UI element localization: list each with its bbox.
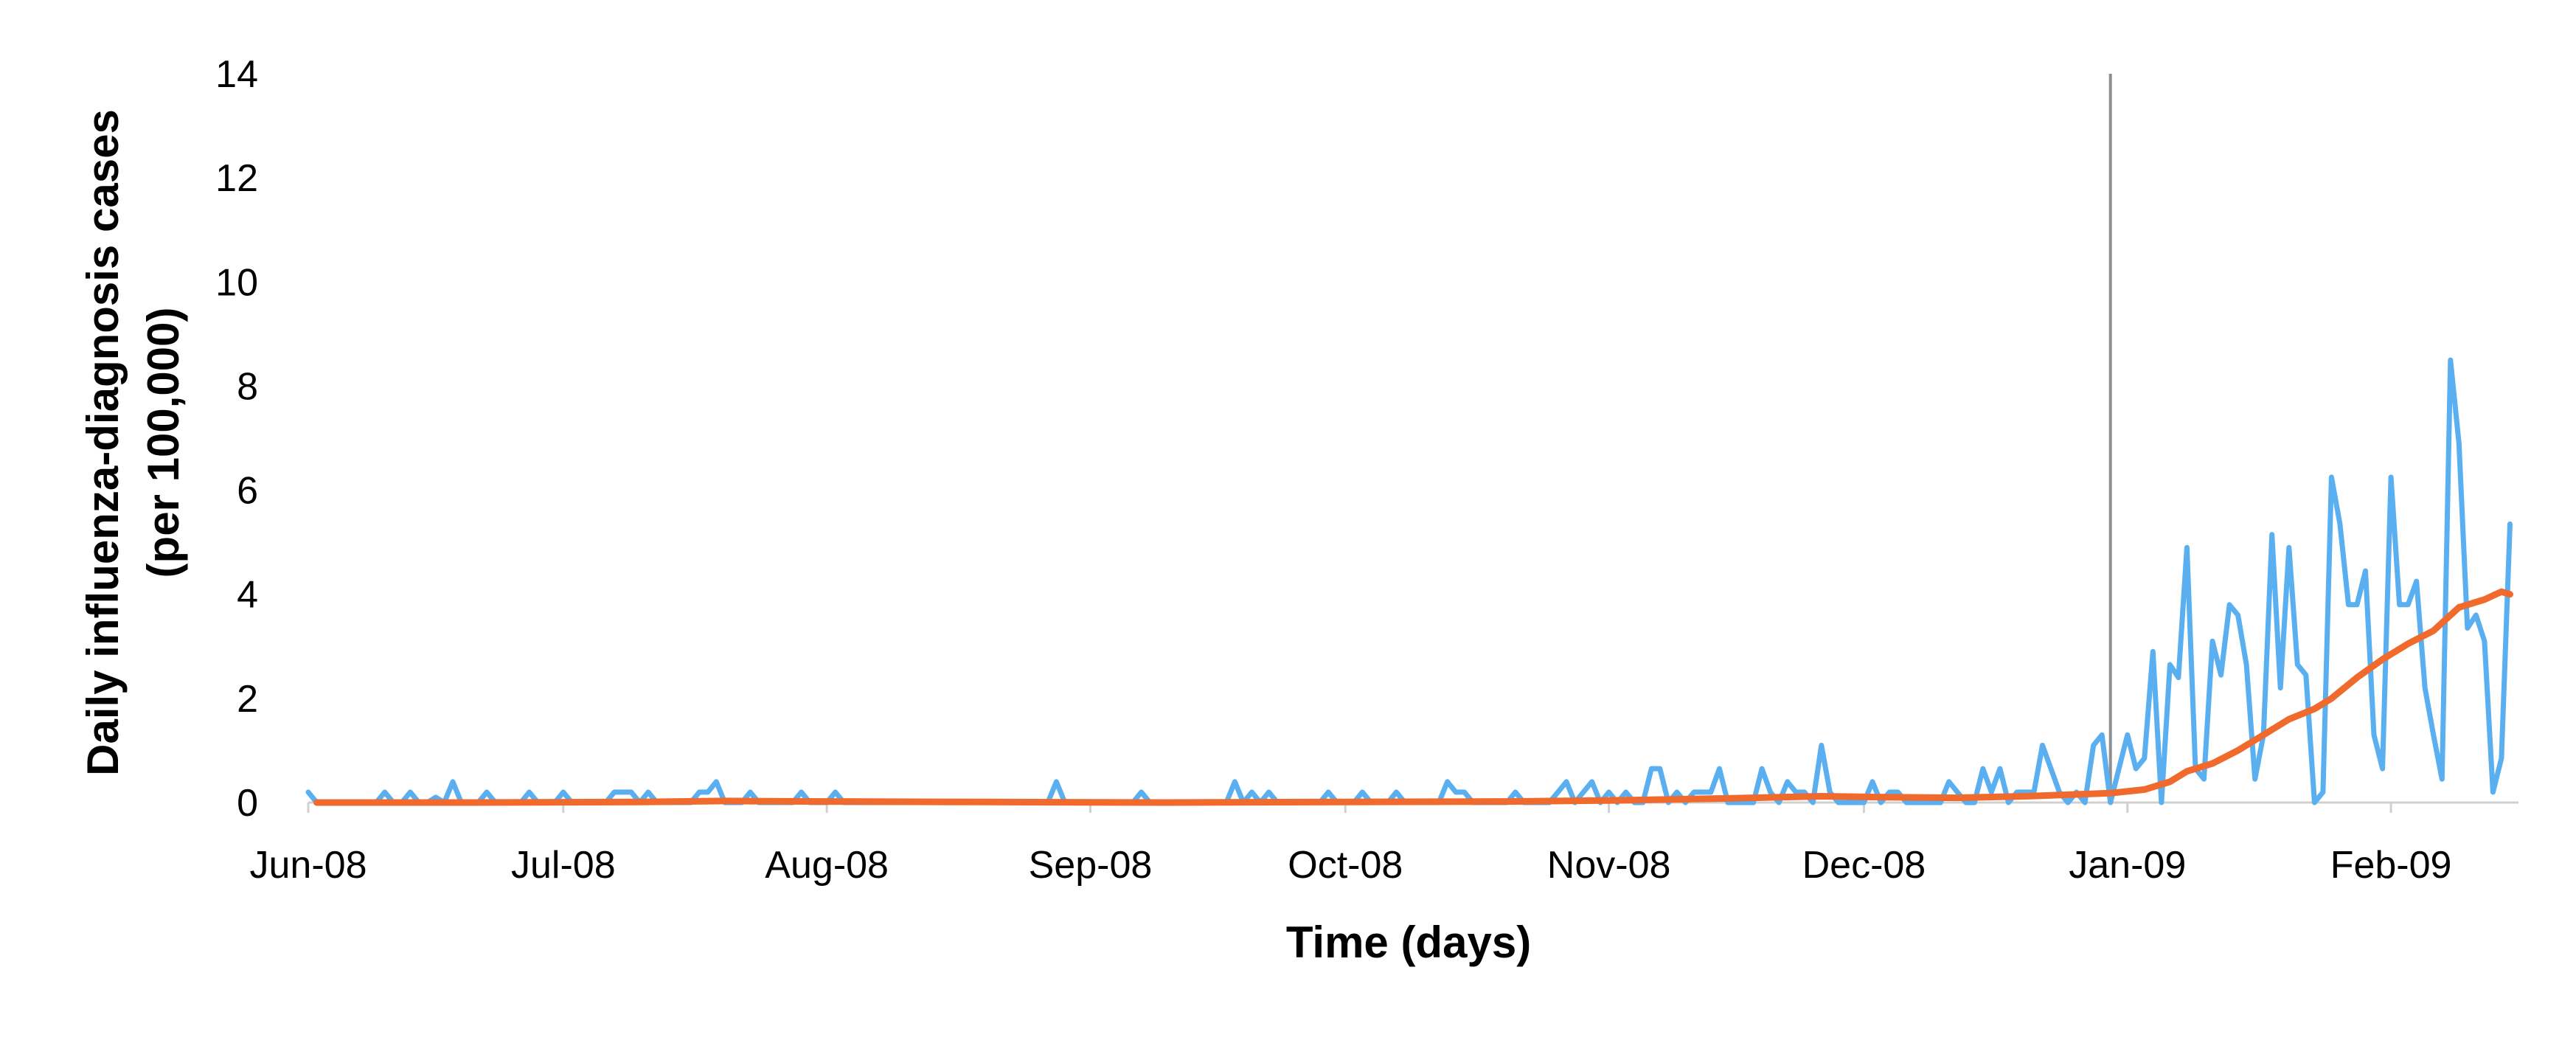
- x-tick-label: Feb-09: [2330, 844, 2452, 887]
- y-axis-ticks: 0 2 4 6 8 10 12 14: [215, 53, 258, 825]
- x-axis-ticks: Jun-08 Jul-08 Aug-08 Sep-08 Oct-08 Nov-08 Dec-…: [250, 803, 2452, 887]
- y-tick-label: 2: [237, 678, 258, 721]
- x-axis-title: Time (days): [1286, 918, 1531, 967]
- x-tick-label: Dec-08: [1802, 844, 1926, 887]
- y-tick-label: 8: [237, 365, 258, 408]
- y-axis-title-line-2: (per 100,000): [139, 308, 188, 578]
- y-tick-label: 10: [215, 261, 258, 304]
- y-tick-label: 14: [215, 53, 258, 96]
- x-tick-label: Sep-08: [1029, 844, 1153, 887]
- y-tick-label: 0: [237, 782, 258, 825]
- series-line-trend: [313, 588, 2513, 806]
- x-tick-label: Oct-08: [1288, 844, 1403, 887]
- y-axis-title-line-1: Daily influenza-diagnosis cases: [78, 109, 128, 776]
- x-tick-label: Jun-08: [250, 844, 367, 887]
- x-tick-label: Jan-09: [2069, 844, 2186, 887]
- series-line-daily-cases: [305, 357, 2513, 805]
- x-tick-label: Nov-08: [1547, 844, 1671, 887]
- x-tick-label: Jul-08: [511, 844, 616, 887]
- y-tick-label: 12: [215, 157, 258, 200]
- y-tick-label: 4: [237, 574, 258, 617]
- y-axis-title: Daily influenza-diagnosis cases (per 100…: [78, 109, 188, 776]
- y-tick-label: 6: [237, 470, 258, 513]
- series-layer: [305, 357, 2513, 806]
- x-tick-label: Aug-08: [765, 844, 889, 887]
